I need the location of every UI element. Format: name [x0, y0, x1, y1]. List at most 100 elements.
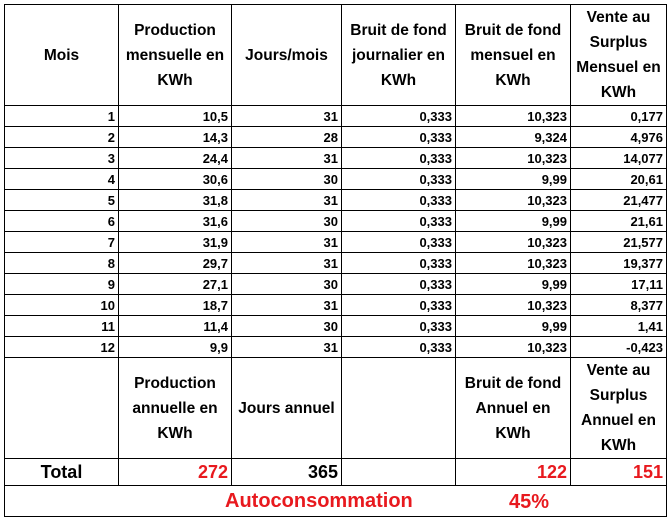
- annual-header-production[interactable]: Production annuelle en KWh: [118, 357, 232, 459]
- cell-mois[interactable]: 10: [4, 294, 119, 316]
- cell-bruit-mensuel[interactable]: 10,323: [455, 336, 571, 358]
- cell-vente[interactable]: 19,377: [570, 252, 667, 274]
- cell-vente[interactable]: 0,177: [570, 105, 667, 127]
- cell-bruit-journalier[interactable]: 0,333: [341, 147, 456, 169]
- cell-bruit-journalier[interactable]: 0,333: [341, 252, 456, 274]
- cell-vente[interactable]: 17,11: [570, 273, 667, 295]
- table-row: 7 31,9 31 0,333 10,323 21,577: [4, 231, 667, 253]
- total-empty[interactable]: [341, 458, 456, 486]
- total-production[interactable]: 272: [118, 458, 232, 486]
- cell-mois[interactable]: 11: [4, 315, 119, 337]
- annual-header-empty-2[interactable]: [341, 357, 456, 459]
- cell-bruit-mensuel[interactable]: 10,323: [455, 147, 571, 169]
- cell-vente[interactable]: 20,61: [570, 168, 667, 190]
- annual-header-empty[interactable]: [4, 357, 119, 459]
- cell-bruit-journalier[interactable]: 0,333: [341, 168, 456, 190]
- cell-production[interactable]: 31,9: [118, 231, 232, 253]
- table-row: 6 31,6 30 0,333 9,99 21,61: [4, 210, 667, 232]
- cell-mois[interactable]: 2: [4, 126, 119, 148]
- cell-bruit-mensuel[interactable]: 9,99: [455, 210, 571, 232]
- cell-bruit-journalier[interactable]: 0,333: [341, 189, 456, 211]
- cell-production[interactable]: 9,9: [118, 336, 232, 358]
- cell-jours[interactable]: 31: [231, 189, 342, 211]
- total-label[interactable]: Total: [4, 458, 119, 486]
- cell-jours[interactable]: 30: [231, 315, 342, 337]
- cell-bruit-mensuel[interactable]: 10,323: [455, 231, 571, 253]
- cell-production[interactable]: 24,4: [118, 147, 232, 169]
- annual-header-jours[interactable]: Jours annuel: [231, 357, 342, 459]
- cell-production[interactable]: 31,6: [118, 210, 232, 232]
- cell-jours[interactable]: 30: [231, 168, 342, 190]
- autoconsommation-label[interactable]: Autoconsommation: [4, 485, 667, 517]
- header-bruit-mensuel[interactable]: Bruit de fond mensuel en KWh: [455, 4, 571, 106]
- cell-jours[interactable]: 31: [231, 252, 342, 274]
- total-bruit[interactable]: 122: [455, 458, 571, 486]
- cell-bruit-journalier[interactable]: 0,333: [341, 210, 456, 232]
- cell-jours[interactable]: 31: [231, 231, 342, 253]
- table-row: 10 18,7 31 0,333 10,323 8,377: [4, 294, 667, 316]
- cell-vente[interactable]: 21,61: [570, 210, 667, 232]
- table-row: 1 10,5 31 0,333 10,323 0,177: [4, 105, 667, 127]
- cell-production[interactable]: 30,6: [118, 168, 232, 190]
- annual-header-bruit[interactable]: Bruit de fond Annuel en KWh: [455, 357, 571, 459]
- cell-jours[interactable]: 30: [231, 210, 342, 232]
- cell-jours[interactable]: 31: [231, 336, 342, 358]
- cell-mois[interactable]: 1: [4, 105, 119, 127]
- cell-jours[interactable]: 31: [231, 105, 342, 127]
- cell-bruit-journalier[interactable]: 0,333: [341, 336, 456, 358]
- cell-production[interactable]: 31,8: [118, 189, 232, 211]
- total-vente[interactable]: 151: [570, 458, 667, 486]
- header-vente-mensuel[interactable]: Vente au Surplus Mensuel en KWh: [570, 4, 667, 106]
- cell-bruit-mensuel[interactable]: 9,99: [455, 273, 571, 295]
- annual-header-vente[interactable]: Vente au Surplus Annuel en KWh: [570, 357, 667, 459]
- cell-jours[interactable]: 31: [231, 147, 342, 169]
- cell-bruit-mensuel[interactable]: 10,323: [455, 252, 571, 274]
- table-row: 12 9,9 31 0,333 10,323 -0,423: [4, 336, 667, 358]
- cell-bruit-journalier[interactable]: 0,333: [341, 294, 456, 316]
- cell-mois[interactable]: 12: [4, 336, 119, 358]
- cell-production[interactable]: 11,4: [118, 315, 232, 337]
- header-jours[interactable]: Jours/mois: [231, 4, 342, 106]
- cell-bruit-journalier[interactable]: 0,333: [341, 105, 456, 127]
- cell-jours[interactable]: 28: [231, 126, 342, 148]
- cell-production[interactable]: 27,1: [118, 273, 232, 295]
- table-row: 4 30,6 30 0,333 9,99 20,61: [4, 168, 667, 190]
- cell-bruit-journalier[interactable]: 0,333: [341, 273, 456, 295]
- cell-mois[interactable]: 4: [4, 168, 119, 190]
- cell-mois[interactable]: 5: [4, 189, 119, 211]
- cell-vente[interactable]: 14,077: [570, 147, 667, 169]
- cell-vente[interactable]: 21,577: [570, 231, 667, 253]
- cell-vente[interactable]: 8,377: [570, 294, 667, 316]
- cell-mois[interactable]: 8: [4, 252, 119, 274]
- cell-vente[interactable]: 1,41: [570, 315, 667, 337]
- total-jours[interactable]: 365: [231, 458, 342, 486]
- cell-bruit-journalier[interactable]: 0,333: [341, 231, 456, 253]
- cell-vente[interactable]: 4,976: [570, 126, 667, 148]
- cell-bruit-journalier[interactable]: 0,333: [341, 126, 456, 148]
- table-row: 9 27,1 30 0,333 9,99 17,11: [4, 273, 667, 295]
- annual-header-row: Production annuelle en KWh Jours annuel …: [4, 357, 667, 459]
- cell-bruit-mensuel[interactable]: 9,324: [455, 126, 571, 148]
- cell-production[interactable]: 18,7: [118, 294, 232, 316]
- cell-mois[interactable]: 7: [4, 231, 119, 253]
- cell-bruit-mensuel[interactable]: 9,99: [455, 315, 571, 337]
- cell-bruit-journalier[interactable]: 0,333: [341, 315, 456, 337]
- cell-bruit-mensuel[interactable]: 9,99: [455, 168, 571, 190]
- header-production[interactable]: Production mensuelle en KWh: [118, 4, 232, 106]
- cell-vente[interactable]: -0,423: [570, 336, 667, 358]
- cell-mois[interactable]: 6: [4, 210, 119, 232]
- header-bruit-journalier[interactable]: Bruit de fond journalier en KWh: [341, 4, 456, 106]
- cell-mois[interactable]: 9: [4, 273, 119, 295]
- cell-mois[interactable]: 3: [4, 147, 119, 169]
- cell-production[interactable]: 14,3: [118, 126, 232, 148]
- cell-production[interactable]: 29,7: [118, 252, 232, 274]
- autoconsommation-row: Autoconsommation: [4, 485, 667, 517]
- cell-production[interactable]: 10,5: [118, 105, 232, 127]
- cell-bruit-mensuel[interactable]: 10,323: [455, 189, 571, 211]
- cell-jours[interactable]: 31: [231, 294, 342, 316]
- cell-vente[interactable]: 21,477: [570, 189, 667, 211]
- cell-bruit-mensuel[interactable]: 10,323: [455, 105, 571, 127]
- cell-jours[interactable]: 30: [231, 273, 342, 295]
- cell-bruit-mensuel[interactable]: 10,323: [455, 294, 571, 316]
- header-mois[interactable]: Mois: [4, 4, 119, 106]
